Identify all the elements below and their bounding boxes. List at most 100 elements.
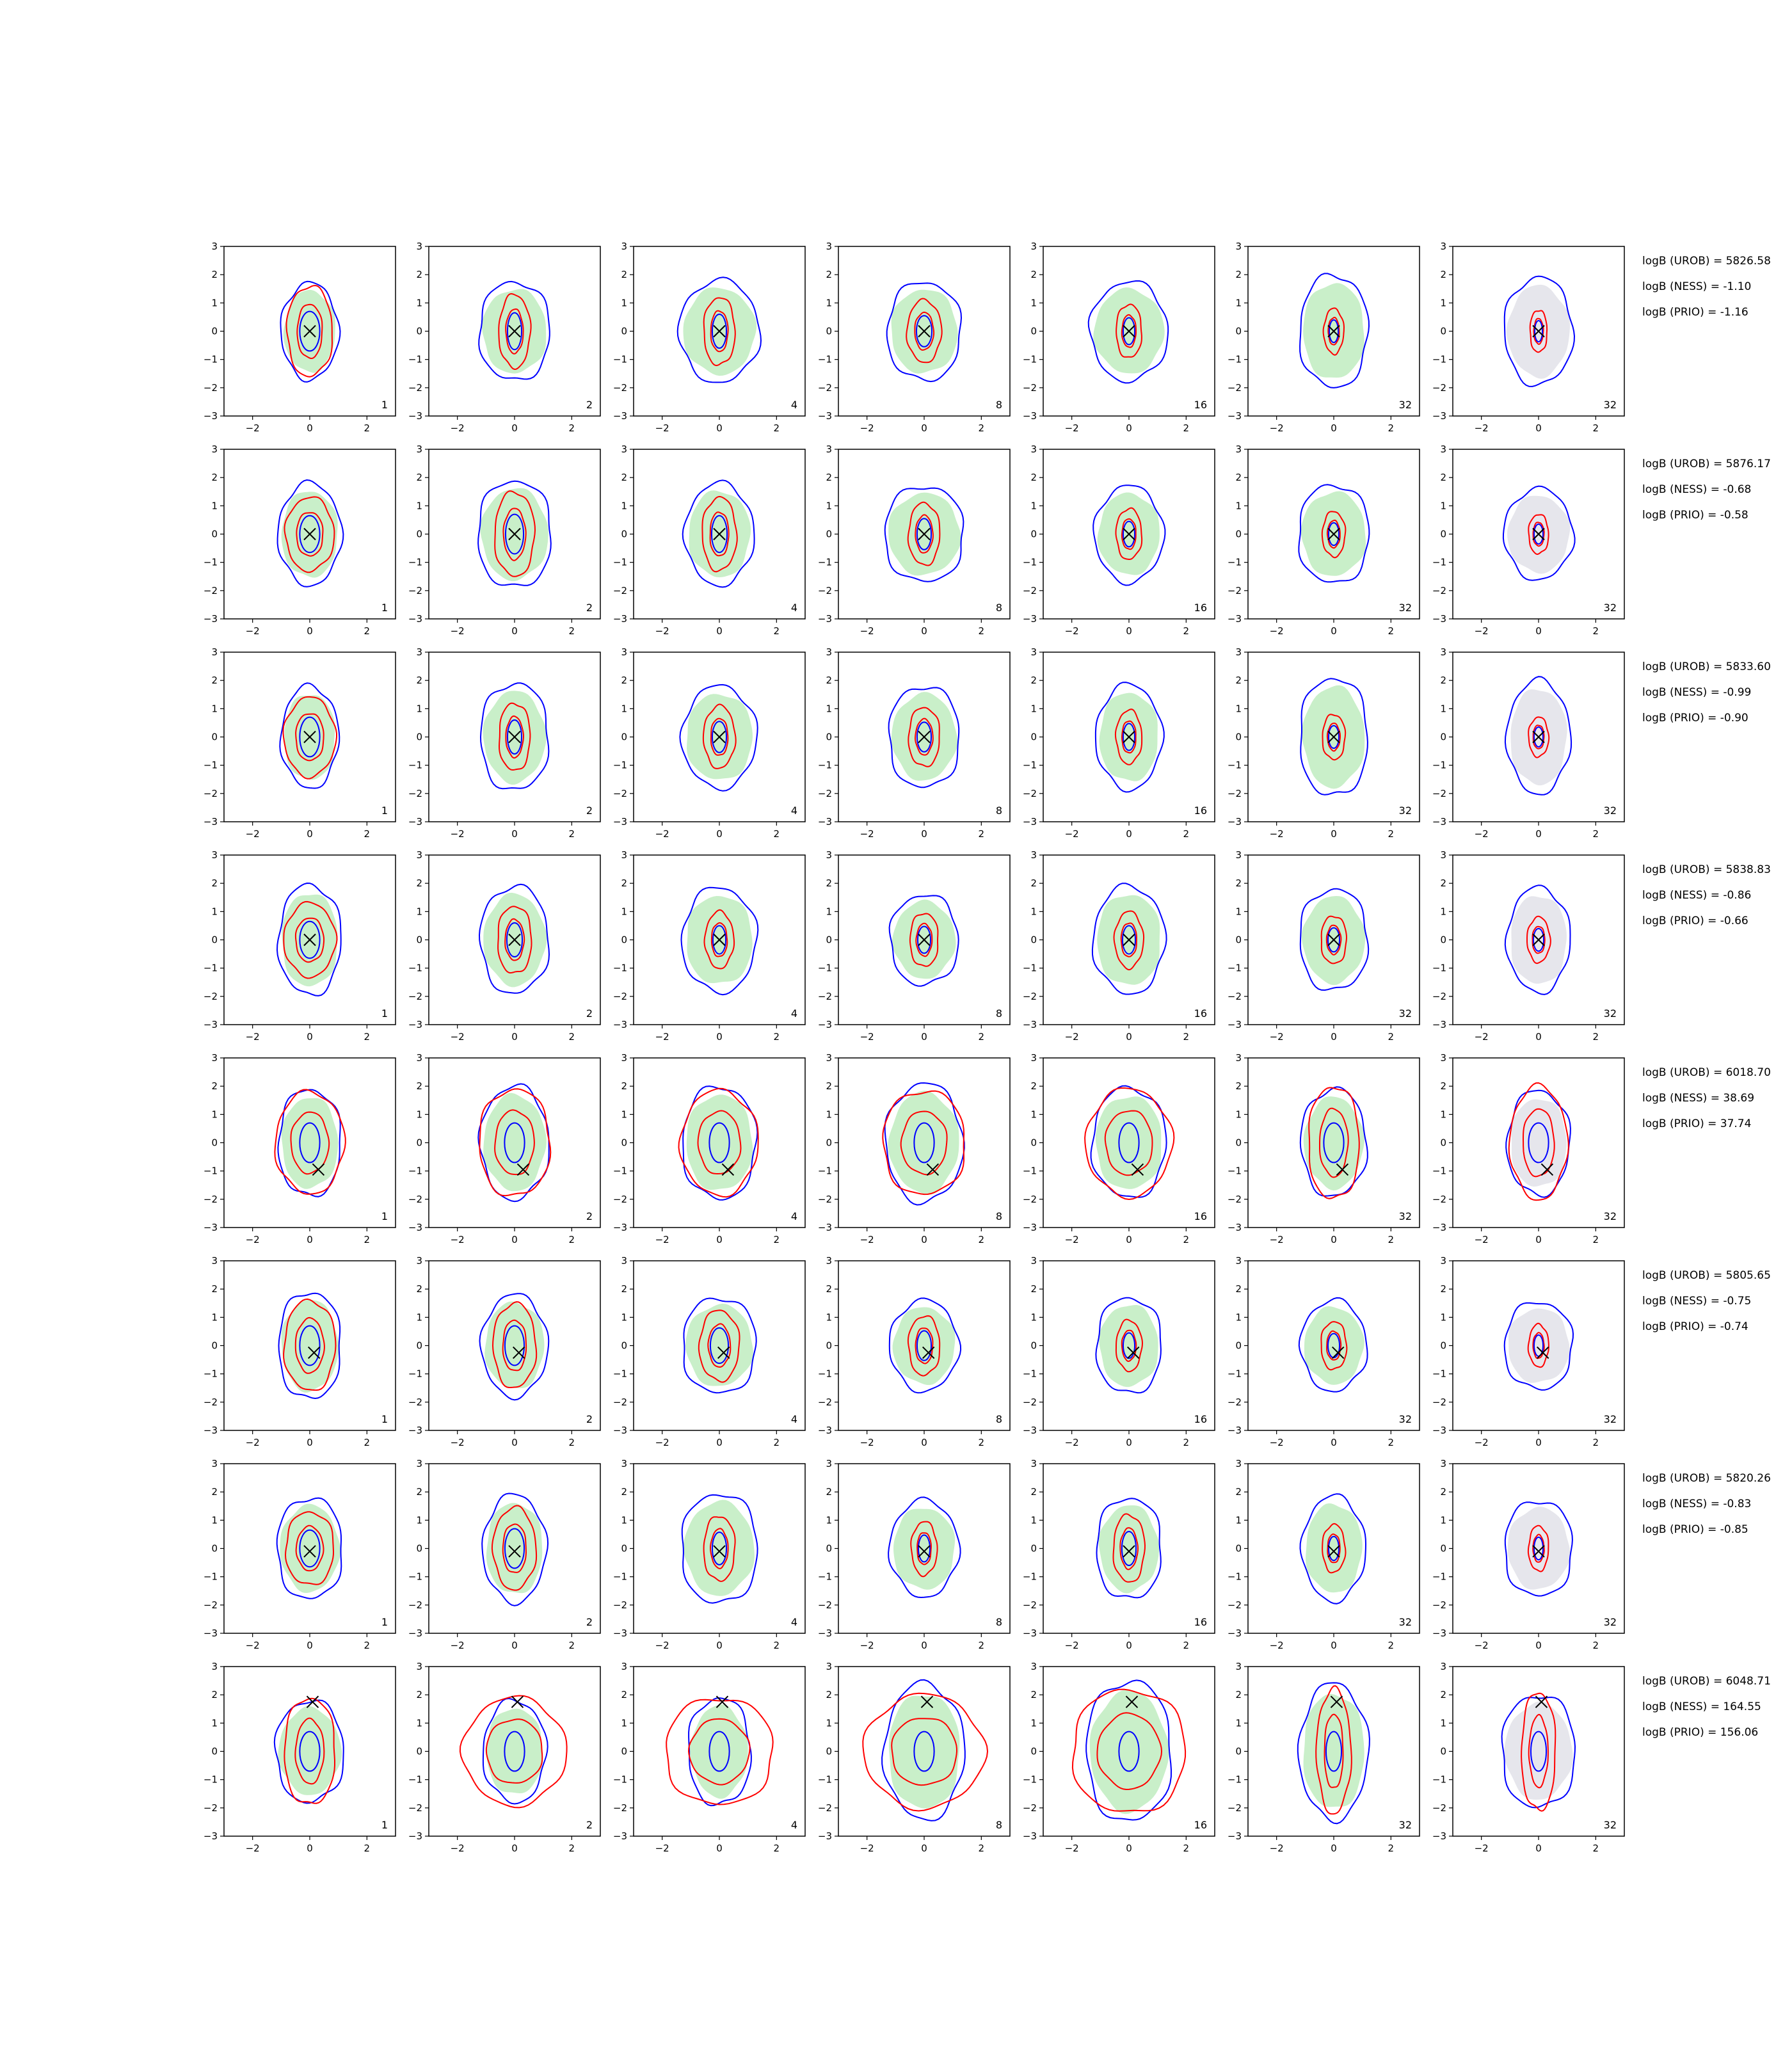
y-tick-label: −2 [204, 1802, 218, 1814]
panel: −2 0 2 −3 −2 −1 0 1 2 3 32 [1432, 1255, 1625, 1448]
x-tick-label: 2 [1593, 828, 1599, 840]
y-tick-label: −3 [1228, 1425, 1242, 1436]
y-tick-label: −3 [1228, 613, 1242, 625]
y-tick-label: −3 [1228, 1019, 1242, 1030]
x-tick-label: 0 [1126, 1640, 1132, 1651]
outer-contour [682, 479, 755, 588]
x-tick-label: −2 [1475, 1843, 1489, 1854]
true-value-marker [1532, 933, 1545, 947]
core-contour [1327, 724, 1340, 749]
y-tick-label: −2 [613, 1599, 627, 1611]
true-value-marker [312, 1163, 325, 1176]
x-tick-label: 0 [307, 828, 313, 840]
y-tick-label: 1 [211, 1311, 218, 1323]
inner-contour-core [1523, 1108, 1555, 1178]
x-tick-label: 0 [1126, 828, 1132, 840]
outer-contour [679, 684, 758, 792]
true-value-marker [721, 1163, 735, 1176]
panel-corner-label: 32 [1399, 1819, 1412, 1831]
density-fill [888, 1695, 960, 1809]
y-tick-label: 0 [621, 1543, 627, 1555]
y-tick-label: 0 [416, 1543, 422, 1555]
density-fill [278, 1706, 342, 1795]
y-tick-label: 0 [211, 1543, 218, 1555]
y-tick-label: 3 [1030, 646, 1037, 658]
inner-contour-core [914, 717, 934, 756]
y-tick-label: 0 [826, 1340, 832, 1352]
y-tick-label: −3 [1023, 1222, 1037, 1233]
y-tick-label: 1 [1440, 1514, 1446, 1526]
panel: −2 0 2 −3 −2 −1 0 1 2 3 2 [408, 1458, 601, 1651]
x-tick-label: 0 [921, 625, 927, 637]
core-contour [1118, 1122, 1140, 1164]
inner-contour-core [295, 713, 324, 762]
core-contour [1533, 524, 1544, 545]
y-tick-label: 0 [621, 1137, 627, 1149]
panel-corner-label: 32 [1604, 804, 1617, 817]
outer-contour [1094, 682, 1165, 793]
y-tick-label: −2 [613, 1802, 627, 1814]
y-tick-label: −1 [1228, 760, 1242, 771]
y-tick-label: −3 [818, 816, 832, 828]
core-contour [916, 925, 932, 954]
y-tick-label: 2 [1030, 269, 1037, 280]
logb-annotation: logB (NESS) = -0.86 [1642, 889, 1751, 902]
panel-corner-label: 4 [791, 602, 797, 614]
core-contour [1122, 317, 1136, 346]
x-tick-label: −2 [246, 1031, 260, 1043]
x-tick-label: 0 [1126, 625, 1132, 637]
panel: −2 0 2 −3 −2 −1 0 1 2 3 32 [1432, 1052, 1625, 1245]
logb-annotation: logB (UROB) = 6018.70 [1642, 1066, 1771, 1079]
x-tick-label: 0 [1535, 828, 1542, 840]
x-tick-label: −2 [655, 1640, 669, 1651]
y-tick-label: 0 [416, 1137, 422, 1149]
y-tick-label: 0 [1440, 1746, 1446, 1757]
y-tick-label: 3 [621, 1458, 627, 1469]
inner-contour [1322, 714, 1347, 761]
core-contour [913, 1122, 935, 1164]
y-tick-label: 1 [416, 1108, 422, 1120]
density-fill [888, 1091, 959, 1195]
inner-contour [282, 696, 337, 780]
density-fill [484, 1301, 545, 1388]
true-value-marker [1532, 324, 1545, 338]
panel: −2 0 2 −3 −2 −1 0 1 2 3 2 [408, 646, 601, 840]
true-value-marker [1336, 1163, 1349, 1176]
inner-contour [1112, 1513, 1146, 1583]
inner-contour-core [710, 717, 729, 756]
x-tick-label: 0 [307, 422, 313, 434]
panel-corner-label: 16 [1194, 1413, 1207, 1425]
panel: −2 0 2 −3 −2 −1 0 1 2 3 1 [204, 1661, 396, 1854]
outer-contour [479, 682, 550, 790]
x-tick-label: −2 [860, 828, 874, 840]
panel-corner-label: 32 [1399, 399, 1412, 411]
inner-contour [1528, 514, 1549, 556]
inner-contour [907, 1315, 941, 1377]
outer-contour [278, 1292, 341, 1400]
y-tick-label: −3 [613, 1222, 627, 1233]
y-tick-label: −3 [408, 1830, 422, 1842]
true-value-marker [918, 730, 931, 744]
y-tick-label: 2 [416, 1689, 422, 1700]
y-tick-label: 1 [621, 906, 627, 917]
inner-contour [1321, 511, 1347, 559]
outer-contour [888, 687, 960, 788]
inner-contour-core [502, 1523, 527, 1573]
x-tick-label: 0 [511, 828, 518, 840]
panel-corner-label: 1 [381, 1413, 388, 1425]
panel-corner-label: 4 [791, 1210, 797, 1222]
y-tick-label: 0 [1030, 326, 1037, 337]
inner-contour-core [1326, 519, 1341, 549]
panel-corner-label: 1 [381, 1007, 388, 1020]
x-tick-label: 0 [1331, 828, 1337, 840]
y-tick-label: 2 [211, 1283, 218, 1295]
y-tick-label: 2 [621, 269, 627, 280]
true-value-marker [1327, 527, 1340, 541]
inner-contour [1084, 1087, 1175, 1201]
y-tick-label: 3 [211, 849, 218, 861]
y-tick-label: 1 [1235, 1717, 1242, 1729]
outer-contour [1298, 1297, 1368, 1393]
y-tick-label: −3 [1228, 1222, 1242, 1233]
logb-annotation: logB (NESS) = -0.99 [1642, 686, 1751, 699]
logb-annotation: logB (UROB) = 5805.65 [1642, 1269, 1771, 1282]
